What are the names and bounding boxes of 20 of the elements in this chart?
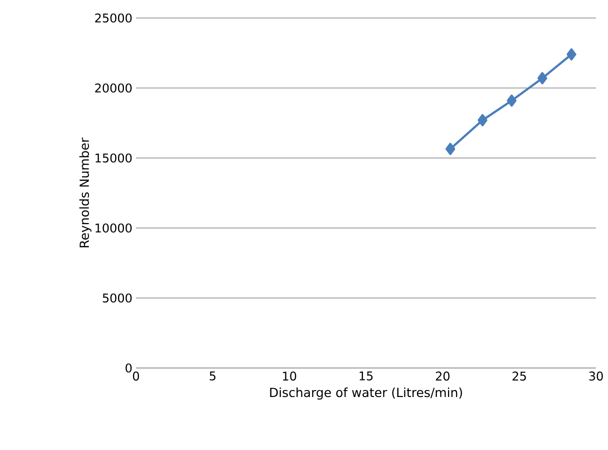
x-tick-label: 10 xyxy=(283,372,296,381)
y-tick-label: 20000 xyxy=(95,83,132,93)
point xyxy=(478,114,488,126)
x-tick-label: 20 xyxy=(436,372,450,381)
point xyxy=(506,94,517,107)
x-tick-label: 5 xyxy=(210,372,216,380)
x-axis-title: Discharge of water (Litres/min) xyxy=(270,387,462,400)
point xyxy=(537,72,548,84)
y-tick-label: 5000 xyxy=(102,293,132,303)
x-tick-label: 0 xyxy=(132,372,140,381)
y-axis-title: Reynolds Number xyxy=(79,138,92,248)
point xyxy=(566,48,576,60)
y-tick-label: 0 xyxy=(126,363,132,373)
x-tick-label: 30 xyxy=(589,372,603,381)
x-tick-label: 15 xyxy=(360,372,373,380)
y-tick-label: 25000 xyxy=(95,13,132,23)
point xyxy=(445,142,456,156)
y-tick-label: 15000 xyxy=(96,153,132,163)
y-tick-label: 10000 xyxy=(96,223,132,233)
x-tick-label: 25 xyxy=(512,372,526,381)
